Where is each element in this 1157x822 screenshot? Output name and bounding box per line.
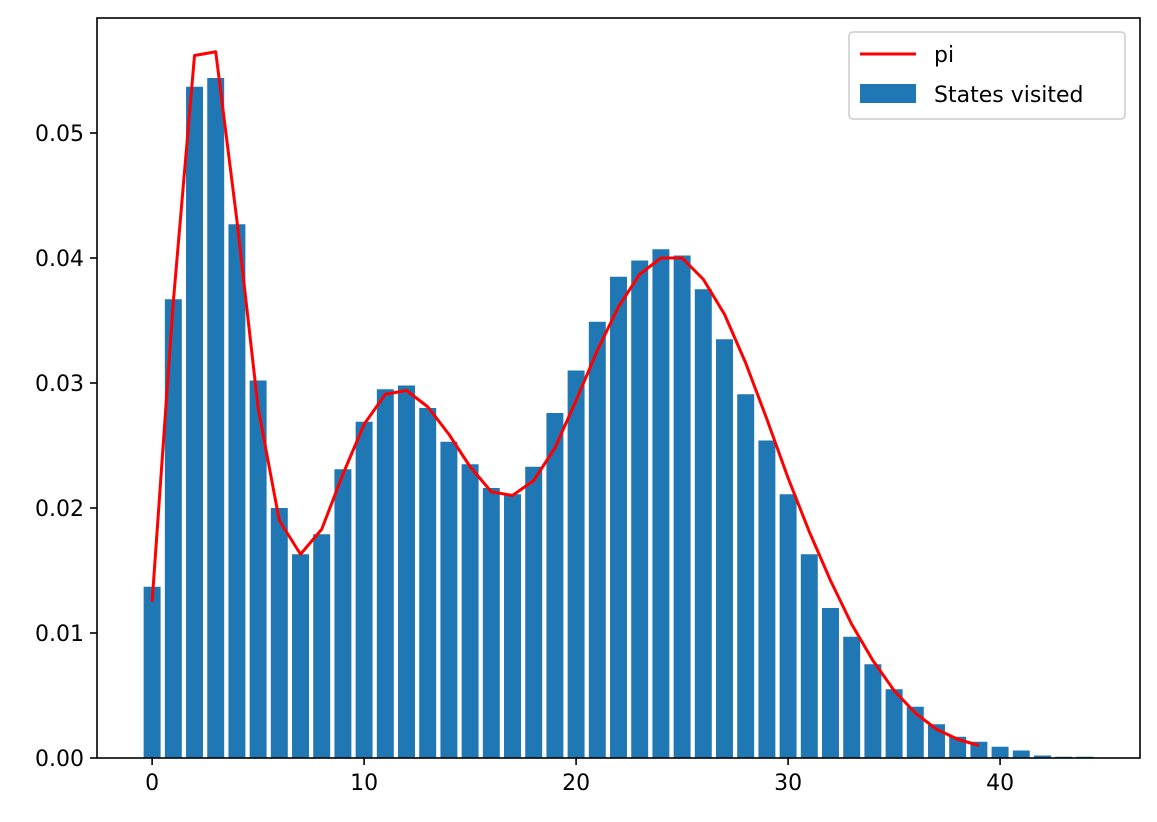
bar: [546, 413, 564, 758]
bar: [800, 554, 818, 758]
bar: [376, 389, 394, 758]
legend-label: pi: [934, 43, 954, 68]
bar: [652, 249, 670, 758]
bar: [567, 370, 585, 758]
bar: [398, 385, 415, 758]
x-tick-label: 10: [350, 771, 378, 796]
bar: [313, 534, 331, 758]
bar: [355, 421, 373, 758]
series-line-pi: [150, 50, 980, 747]
bar: [1034, 755, 1051, 758]
bar: [758, 440, 776, 758]
bar: [292, 554, 309, 758]
bar: [694, 289, 712, 758]
x-tick-label: 30: [774, 771, 802, 796]
y-tick-label: 0.01: [35, 622, 84, 647]
bar: [525, 466, 543, 758]
legend-box: [848, 31, 1126, 120]
bar: [249, 380, 267, 758]
bar: [334, 469, 352, 758]
bar: [673, 255, 691, 758]
y-tick-label: 0.00: [35, 747, 84, 772]
bar: [482, 488, 500, 758]
axes-frame: [96, 17, 1141, 759]
bar: [843, 636, 861, 758]
x-tick-label: 0: [145, 771, 159, 796]
y-tick-label: 0.04: [35, 247, 84, 272]
bar: [822, 608, 839, 758]
bar: [419, 408, 437, 758]
bar: [270, 508, 288, 758]
y-axis: 0.00 0.01 0.02 0.03 0.04 0.05: [35, 122, 97, 772]
bar: [631, 260, 649, 758]
bar: [864, 664, 882, 758]
bar: [186, 86, 203, 758]
bar: [991, 746, 1009, 758]
bar: [885, 689, 903, 758]
y-tick-label: 0.02: [35, 497, 84, 522]
bar: [716, 339, 733, 758]
bar: [228, 224, 246, 758]
bar: [1012, 750, 1030, 758]
bar: [906, 706, 924, 758]
bar: [143, 586, 161, 758]
legend: pi States visited: [848, 31, 1126, 120]
x-tick-label: 20: [562, 771, 590, 796]
bar: [207, 78, 225, 758]
bar: [440, 441, 458, 758]
bar: [504, 494, 521, 758]
x-axis: 0 10 20 30 40: [145, 758, 1014, 796]
bar: [461, 464, 479, 758]
legend-swatch-bar: [860, 84, 916, 103]
y-tick-label: 0.05: [35, 122, 84, 147]
bar: [610, 276, 627, 758]
legend-label: States visited: [934, 83, 1084, 108]
bar: [588, 321, 606, 758]
bar: [779, 494, 797, 758]
bar: [164, 299, 182, 758]
plot-area: [143, 50, 1094, 758]
bar: [737, 394, 755, 758]
x-tick-label: 40: [986, 771, 1014, 796]
y-tick-label: 0.03: [35, 372, 84, 397]
